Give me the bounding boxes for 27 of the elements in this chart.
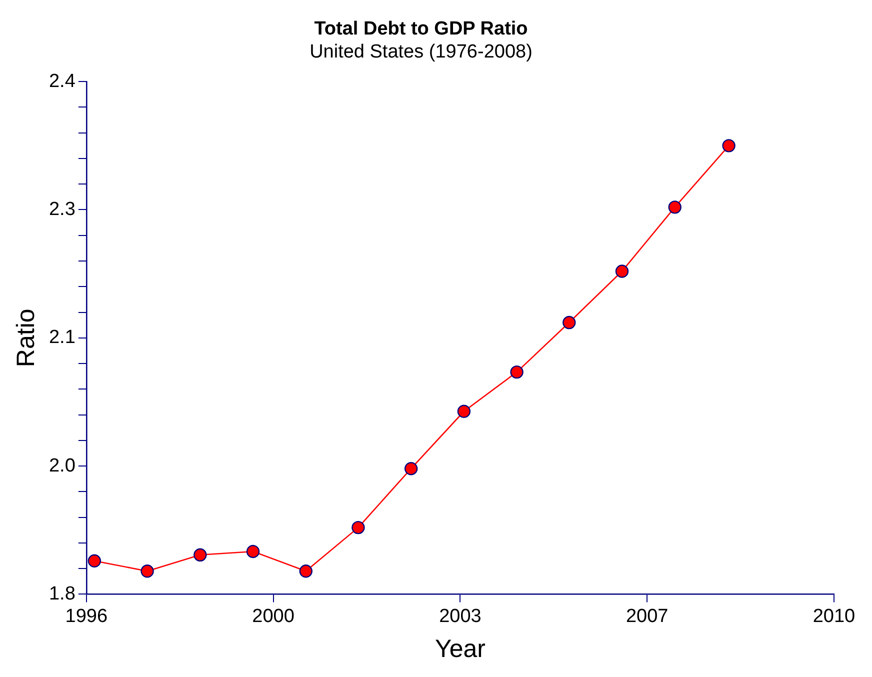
point	[194, 548, 207, 562]
point	[140, 564, 154, 578]
y-tick-label: 2.1	[48, 327, 76, 348]
x-axis-title: Year	[434, 634, 486, 663]
point	[668, 200, 682, 214]
y-tick-label: 2.0	[48, 455, 76, 476]
y-tick-label: 2.4	[48, 70, 76, 92]
point	[562, 316, 576, 330]
y-tick-label: 1.8	[48, 583, 76, 604]
point	[404, 462, 418, 476]
point	[88, 554, 102, 568]
y-tick-label: 2.3	[48, 198, 76, 220]
x-tick-label: 2000	[252, 606, 294, 627]
x-tick-label: 2003	[439, 606, 482, 627]
x-tick-label: 2010	[812, 606, 856, 627]
point	[246, 544, 260, 558]
point	[615, 264, 629, 278]
point	[510, 365, 524, 379]
x-tick-label: 1996	[65, 606, 108, 627]
y-axis-title: Ratio	[12, 308, 40, 368]
point	[457, 404, 471, 418]
chart-title: Total Debt to GDP Ratio	[314, 18, 528, 40]
chart-subtitle: United States (1976-2008)	[310, 41, 532, 62]
x-tick-label: 2007	[626, 606, 668, 627]
point	[722, 139, 736, 152]
point	[352, 520, 365, 534]
point	[299, 564, 312, 578]
